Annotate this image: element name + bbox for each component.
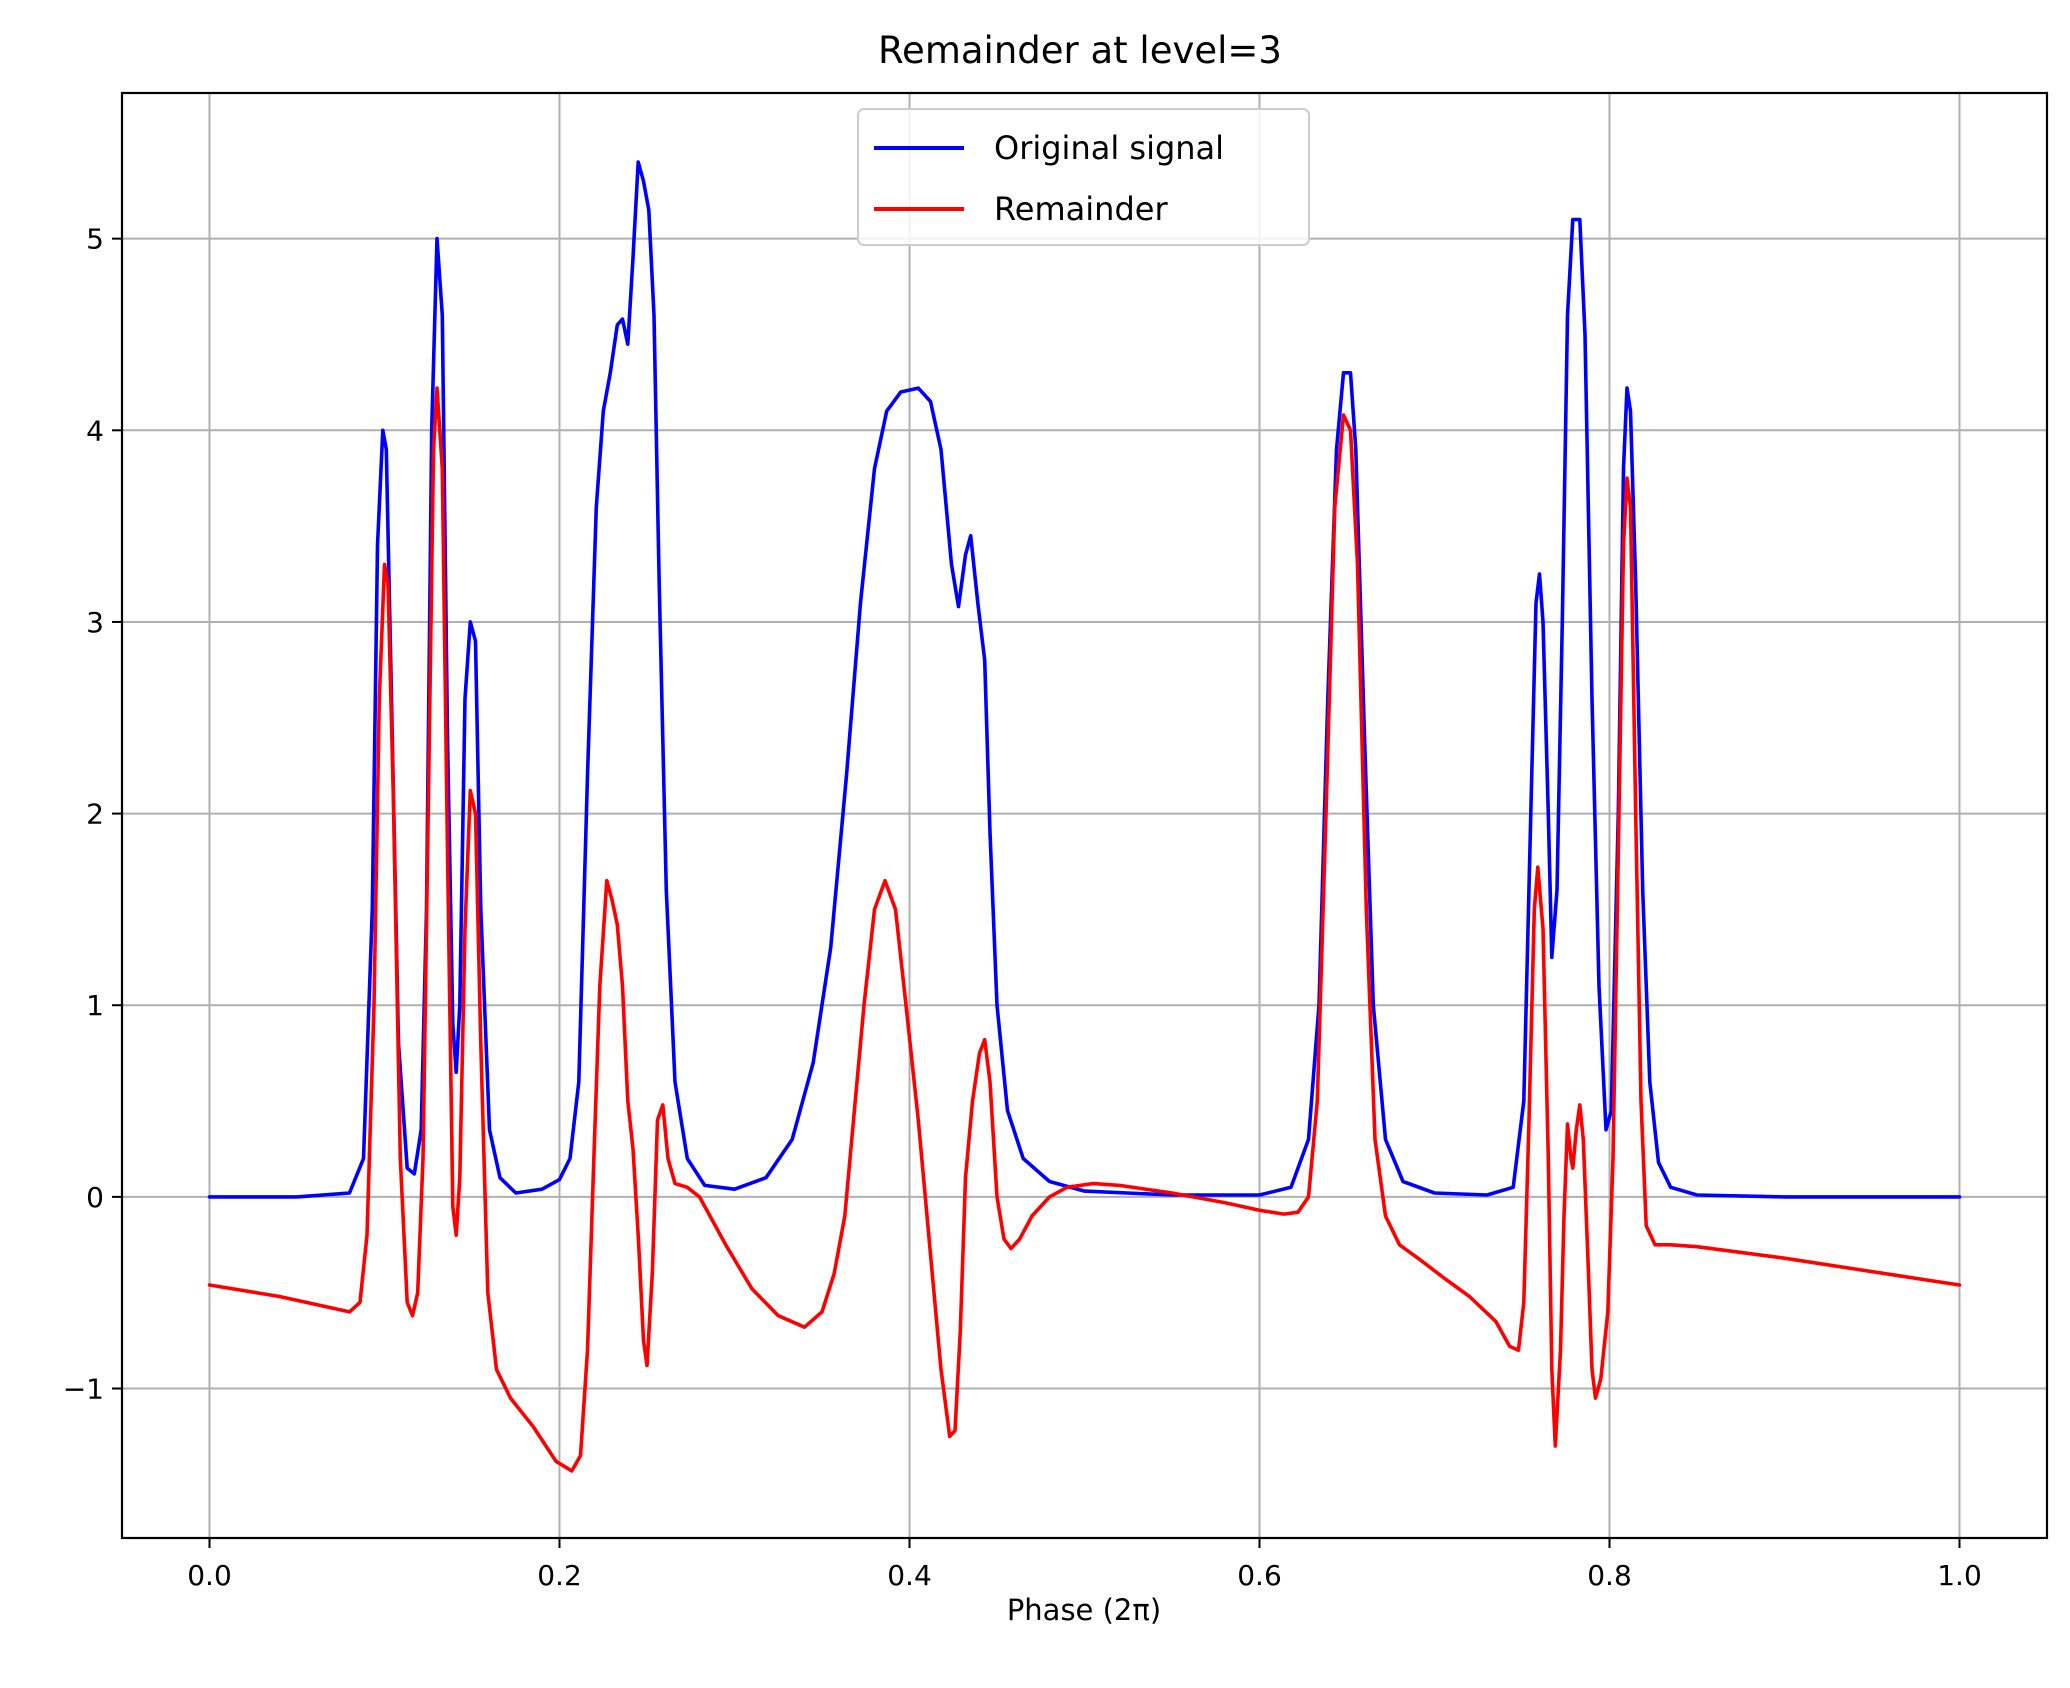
y-tick-label: 5: [86, 223, 104, 256]
y-tick-label: 4: [86, 414, 104, 447]
x-tick-label: 0.8: [1587, 1559, 1632, 1592]
x-tick-label: 0.4: [887, 1559, 932, 1592]
x-tick-label: 0.6: [1237, 1559, 1282, 1592]
x-axis-ticks: 0.0 0.2 0.4 0.6 0.8 1.0: [187, 1538, 1982, 1592]
x-axis-title: Phase (2π): [1007, 1593, 1161, 1627]
y-tick-label: 1: [86, 989, 104, 1022]
y-axis-ticks: −1 0 1 2 3 4 5: [63, 223, 122, 1406]
data-series: [207, 160, 1962, 1473]
series-line-remainder: [207, 386, 1962, 1473]
x-tick-label: 0.0: [187, 1559, 232, 1592]
series-line-original-signal: [207, 160, 1962, 1199]
y-tick-label: 0: [86, 1181, 104, 1214]
plot-area-frame: [120, 91, 2049, 1540]
y-tick-label: 2: [86, 798, 104, 831]
chart-title: Remainder at level=3: [878, 29, 1282, 72]
y-tick-label: −1: [63, 1373, 104, 1406]
legend-label-original-signal: Original signal: [994, 129, 1224, 167]
legend: Original signal Remainder: [857, 108, 1310, 246]
y-tick-label: 3: [86, 606, 104, 639]
x-tick-label: 1.0: [1937, 1559, 1982, 1592]
x-tick-label: 0.2: [537, 1559, 582, 1592]
legend-box: [857, 108, 1310, 246]
legend-label-remainder: Remainder: [994, 190, 1168, 228]
